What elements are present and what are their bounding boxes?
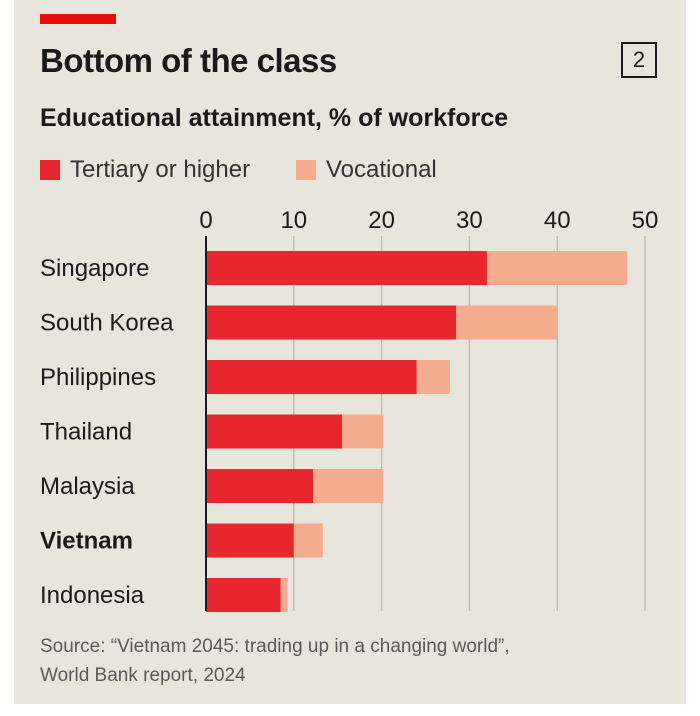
bar-indonesia-vocational [280,578,288,612]
legend-swatch-vocational [296,160,316,180]
chart-number-badge: 2 [621,42,657,78]
bar-vietnam-tertiary [206,523,294,558]
category-label-philippines: Philippines [40,364,156,391]
x-tick-label-50: 50 [632,207,659,234]
category-label-indonesia: Indonesia [40,582,145,609]
bar-indonesia-tertiary [206,578,281,612]
bar-singapore-vocational [486,251,628,285]
source-line-2: World Bank report, 2024 [40,665,246,686]
category-label-singapore: Singapore [40,255,149,282]
chart-title: Bottom of the class [40,42,337,79]
brand-accent-bar [40,14,116,24]
bar-malaysia-vocational [313,469,384,503]
bar-philippines-vocational [416,360,451,394]
legend-swatch-tertiary [40,160,60,180]
source-note: Source: “Vietnam 2045: trading up in a c… [40,632,510,690]
x-tick-label-0: 0 [199,207,212,234]
category-label-vietnam: Vietnam [40,528,133,555]
legend-label-tertiary: Tertiary or higher [70,156,251,183]
bar-south-korea-vocational [456,305,558,340]
chart-subtitle: Educational attainment, % of workforce [40,104,509,132]
bar-thailand-vocational [342,414,384,449]
source-line-1: Source: “Vietnam 2045: trading up in a c… [40,636,510,657]
legend-label-vocational: Vocational [326,156,437,183]
bar-south-korea-tertiary [206,305,457,340]
bar-malaysia-tertiary [206,469,314,503]
category-label-south-korea: South Korea [40,310,174,337]
legend-item-vocational: Vocational [296,156,437,184]
bar-thailand-tertiary [206,414,343,449]
x-tick-label-30: 30 [456,207,483,234]
bar-philippines-tertiary [206,360,417,394]
category-label-malaysia: Malaysia [40,473,135,500]
x-tick-label-40: 40 [544,207,571,234]
bar-singapore-tertiary [206,251,487,285]
x-tick-label-10: 10 [280,207,307,234]
x-tick-label-20: 20 [368,207,395,234]
category-label-thailand: Thailand [40,419,132,446]
legend-item-tertiary: Tertiary or higher [40,156,250,184]
chart-panel [14,0,686,704]
bar-vietnam-vocational [293,523,323,558]
